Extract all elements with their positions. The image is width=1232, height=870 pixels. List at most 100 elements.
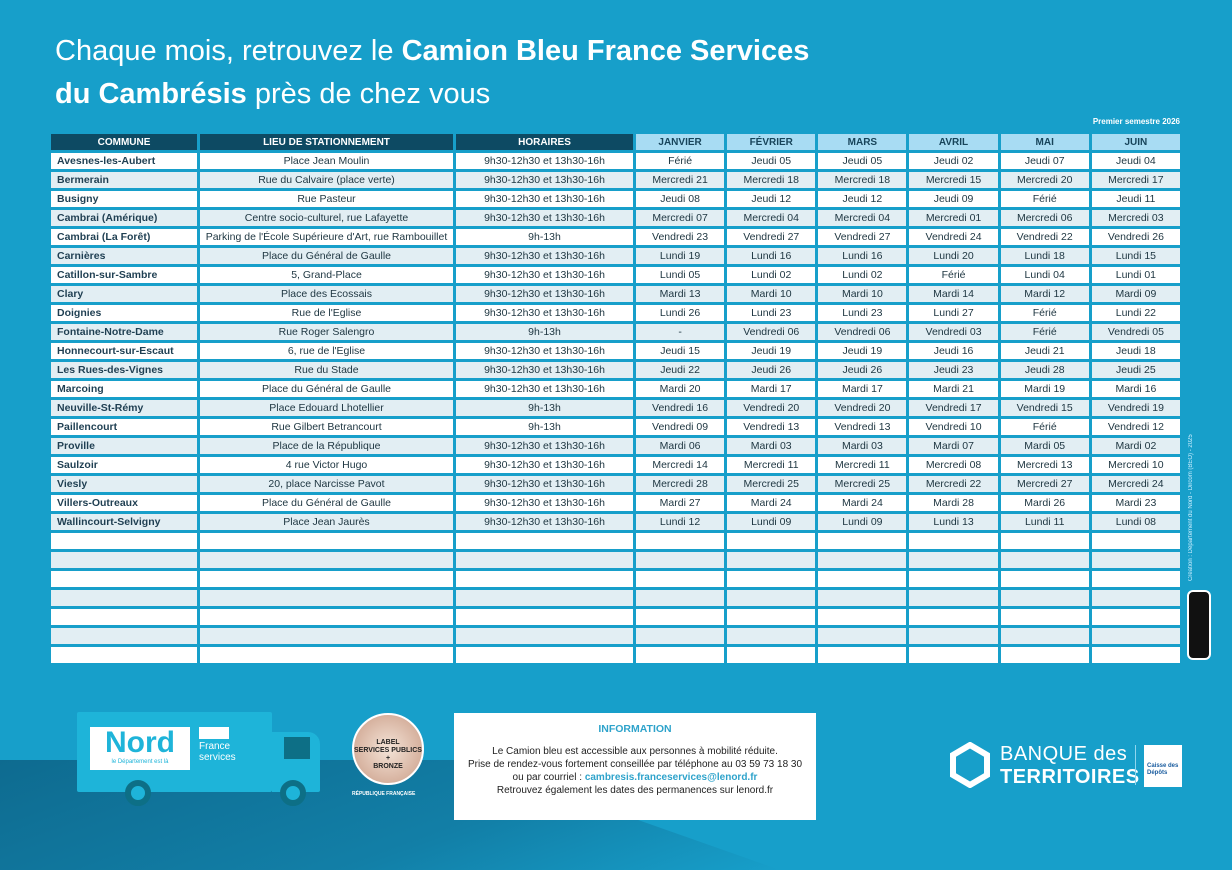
date-cell (818, 647, 907, 663)
date-cell (636, 590, 725, 606)
date-cell: Jeudi 19 (818, 343, 907, 359)
date-cell: Vendredi 05 (1091, 324, 1180, 340)
date-cell (909, 628, 998, 644)
hours-cell: 9h30-12h30 et 13h30-16h (456, 305, 633, 321)
commune-cell: Carnières (51, 248, 197, 264)
france-services-logo: France services (199, 727, 239, 763)
date-cell: Jeudi 12 (727, 191, 816, 207)
date-cell: Lundi 04 (1000, 267, 1089, 283)
date-cell (1091, 647, 1180, 663)
hours-cell: 9h30-12h30 et 13h30-16h (456, 381, 633, 397)
location-cell: Centre socio-culturel, rue Lafayette (200, 210, 453, 226)
location-cell (200, 552, 453, 568)
date-cell: Mercredi 22 (909, 476, 998, 492)
date-cell (818, 552, 907, 568)
commune-cell: Cambrai (La Forêt) (51, 229, 197, 245)
hours-cell (456, 647, 633, 663)
location-cell: 20, place Narcisse Pavot (200, 476, 453, 492)
table-row: Avesnes-les-Aubert Place Jean Moulin 9h30-… (51, 153, 1180, 169)
location-cell: Place des Ecossais (200, 286, 453, 302)
commune-cell: Doignies (51, 305, 197, 321)
date-cell (909, 590, 998, 606)
info-line: Retrouvez également les dates des perman… (496, 785, 774, 796)
date-cell (727, 628, 816, 644)
date-cell: Jeudi 08 (636, 191, 725, 207)
date-cell: Mardi 20 (636, 381, 725, 397)
hours-cell: 9h-13h (456, 229, 633, 245)
title-regular: Chaque mois, retrouvez le (55, 35, 402, 67)
date-cell: Mardi 05 (1000, 438, 1089, 454)
date-cell: Jeudi 25 (1091, 362, 1180, 378)
date-cell: Mardi 26 (1000, 495, 1089, 511)
hours-cell: 9h30-12h30 et 13h30-16h (456, 438, 633, 454)
table-row: Doignies Rue de l'Eglise 9h30-12h30 et 13h… (51, 305, 1180, 321)
hours-cell (456, 552, 633, 568)
date-cell (1000, 647, 1089, 663)
table-row: Bermerain Rue du Calvaire (place verte) 9h… (51, 172, 1180, 188)
hours-cell: 9h30-12h30 et 13h30-16h (456, 267, 633, 283)
commune-cell: Viesly (51, 476, 197, 492)
nord-tagline: le Département est là (111, 759, 169, 765)
date-cell: Jeudi 19 (727, 343, 816, 359)
date-cell: Vendredi 27 (727, 229, 816, 245)
date-cell: Jeudi 02 (909, 153, 998, 169)
recycle-icon (1187, 590, 1211, 660)
hours-cell: 9h30-12h30 et 13h30-16h (456, 495, 633, 511)
date-cell (636, 647, 725, 663)
date-cell (818, 628, 907, 644)
date-cell: Mardi 12 (1000, 286, 1089, 302)
date-cell (1091, 552, 1180, 568)
table-row: Cambrai (Amérique) Centre socio-culturel,… (51, 210, 1180, 226)
hours-cell: 9h-13h (456, 400, 633, 416)
date-cell: Vendredi 13 (727, 419, 816, 435)
location-cell: 5, Grand-Place (200, 267, 453, 283)
date-cell (909, 609, 998, 625)
info-line: ou par courriel : (512, 772, 585, 783)
date-cell: Mardi 10 (818, 286, 907, 302)
date-cell: Mardi 13 (636, 286, 725, 302)
commune-cell (51, 590, 197, 606)
date-cell: Vendredi 19 (1091, 400, 1180, 416)
date-cell: Mercredi 21 (636, 172, 725, 188)
logo-divider (1135, 745, 1136, 785)
date-cell: Jeudi 04 (1091, 153, 1180, 169)
date-cell (636, 628, 725, 644)
date-cell (1091, 571, 1180, 587)
date-cell: - (636, 324, 725, 340)
location-cell (200, 590, 453, 606)
date-cell (636, 533, 725, 549)
date-cell: Mardi 10 (727, 286, 816, 302)
date-cell: Mardi 02 (1091, 438, 1180, 454)
email-link[interactable]: cambresis.franceservices@lenord.fr (584, 772, 758, 783)
france-services-text: France services (199, 741, 236, 763)
column-header: COMMUNE (51, 134, 197, 150)
date-cell: Vendredi 15 (1000, 400, 1089, 416)
empty-row (51, 571, 1180, 587)
column-header: MARS (818, 134, 907, 150)
date-cell: Mercredi 04 (727, 210, 816, 226)
date-cell: Lundi 02 (818, 267, 907, 283)
date-cell (1000, 590, 1089, 606)
date-cell: Vendredi 20 (727, 400, 816, 416)
date-cell (1000, 609, 1089, 625)
location-cell (200, 628, 453, 644)
date-cell: Vendredi 09 (636, 419, 725, 435)
banque-des-territoires-logo: BANQUE des TERRITOIRES (1000, 743, 1140, 789)
date-cell: Mardi 16 (1091, 381, 1180, 397)
commune-cell: Clary (51, 286, 197, 302)
information-box: INFORMATION Le Camion bleu est accessibl… (454, 713, 816, 820)
table-row: Neuville-St-Rémy Place Edouard Lhotellier… (51, 400, 1180, 416)
date-cell: Jeudi 26 (818, 362, 907, 378)
date-cell: Lundi 13 (909, 514, 998, 530)
date-cell: Lundi 09 (818, 514, 907, 530)
date-cell: Mardi 09 (1091, 286, 1180, 302)
date-cell: Jeudi 23 (909, 362, 998, 378)
table-row: Catillon-sur-Sambre 5, Grand-Place 9h30-12… (51, 267, 1180, 283)
date-cell: Vendredi 27 (818, 229, 907, 245)
date-cell: Lundi 22 (1091, 305, 1180, 321)
table-row: Clary Place des Ecossais 9h30-12h30 et 13h… (51, 286, 1180, 302)
date-cell (1091, 628, 1180, 644)
empty-row (51, 552, 1180, 568)
date-cell (909, 552, 998, 568)
date-cell: Mercredi 20 (1000, 172, 1089, 188)
